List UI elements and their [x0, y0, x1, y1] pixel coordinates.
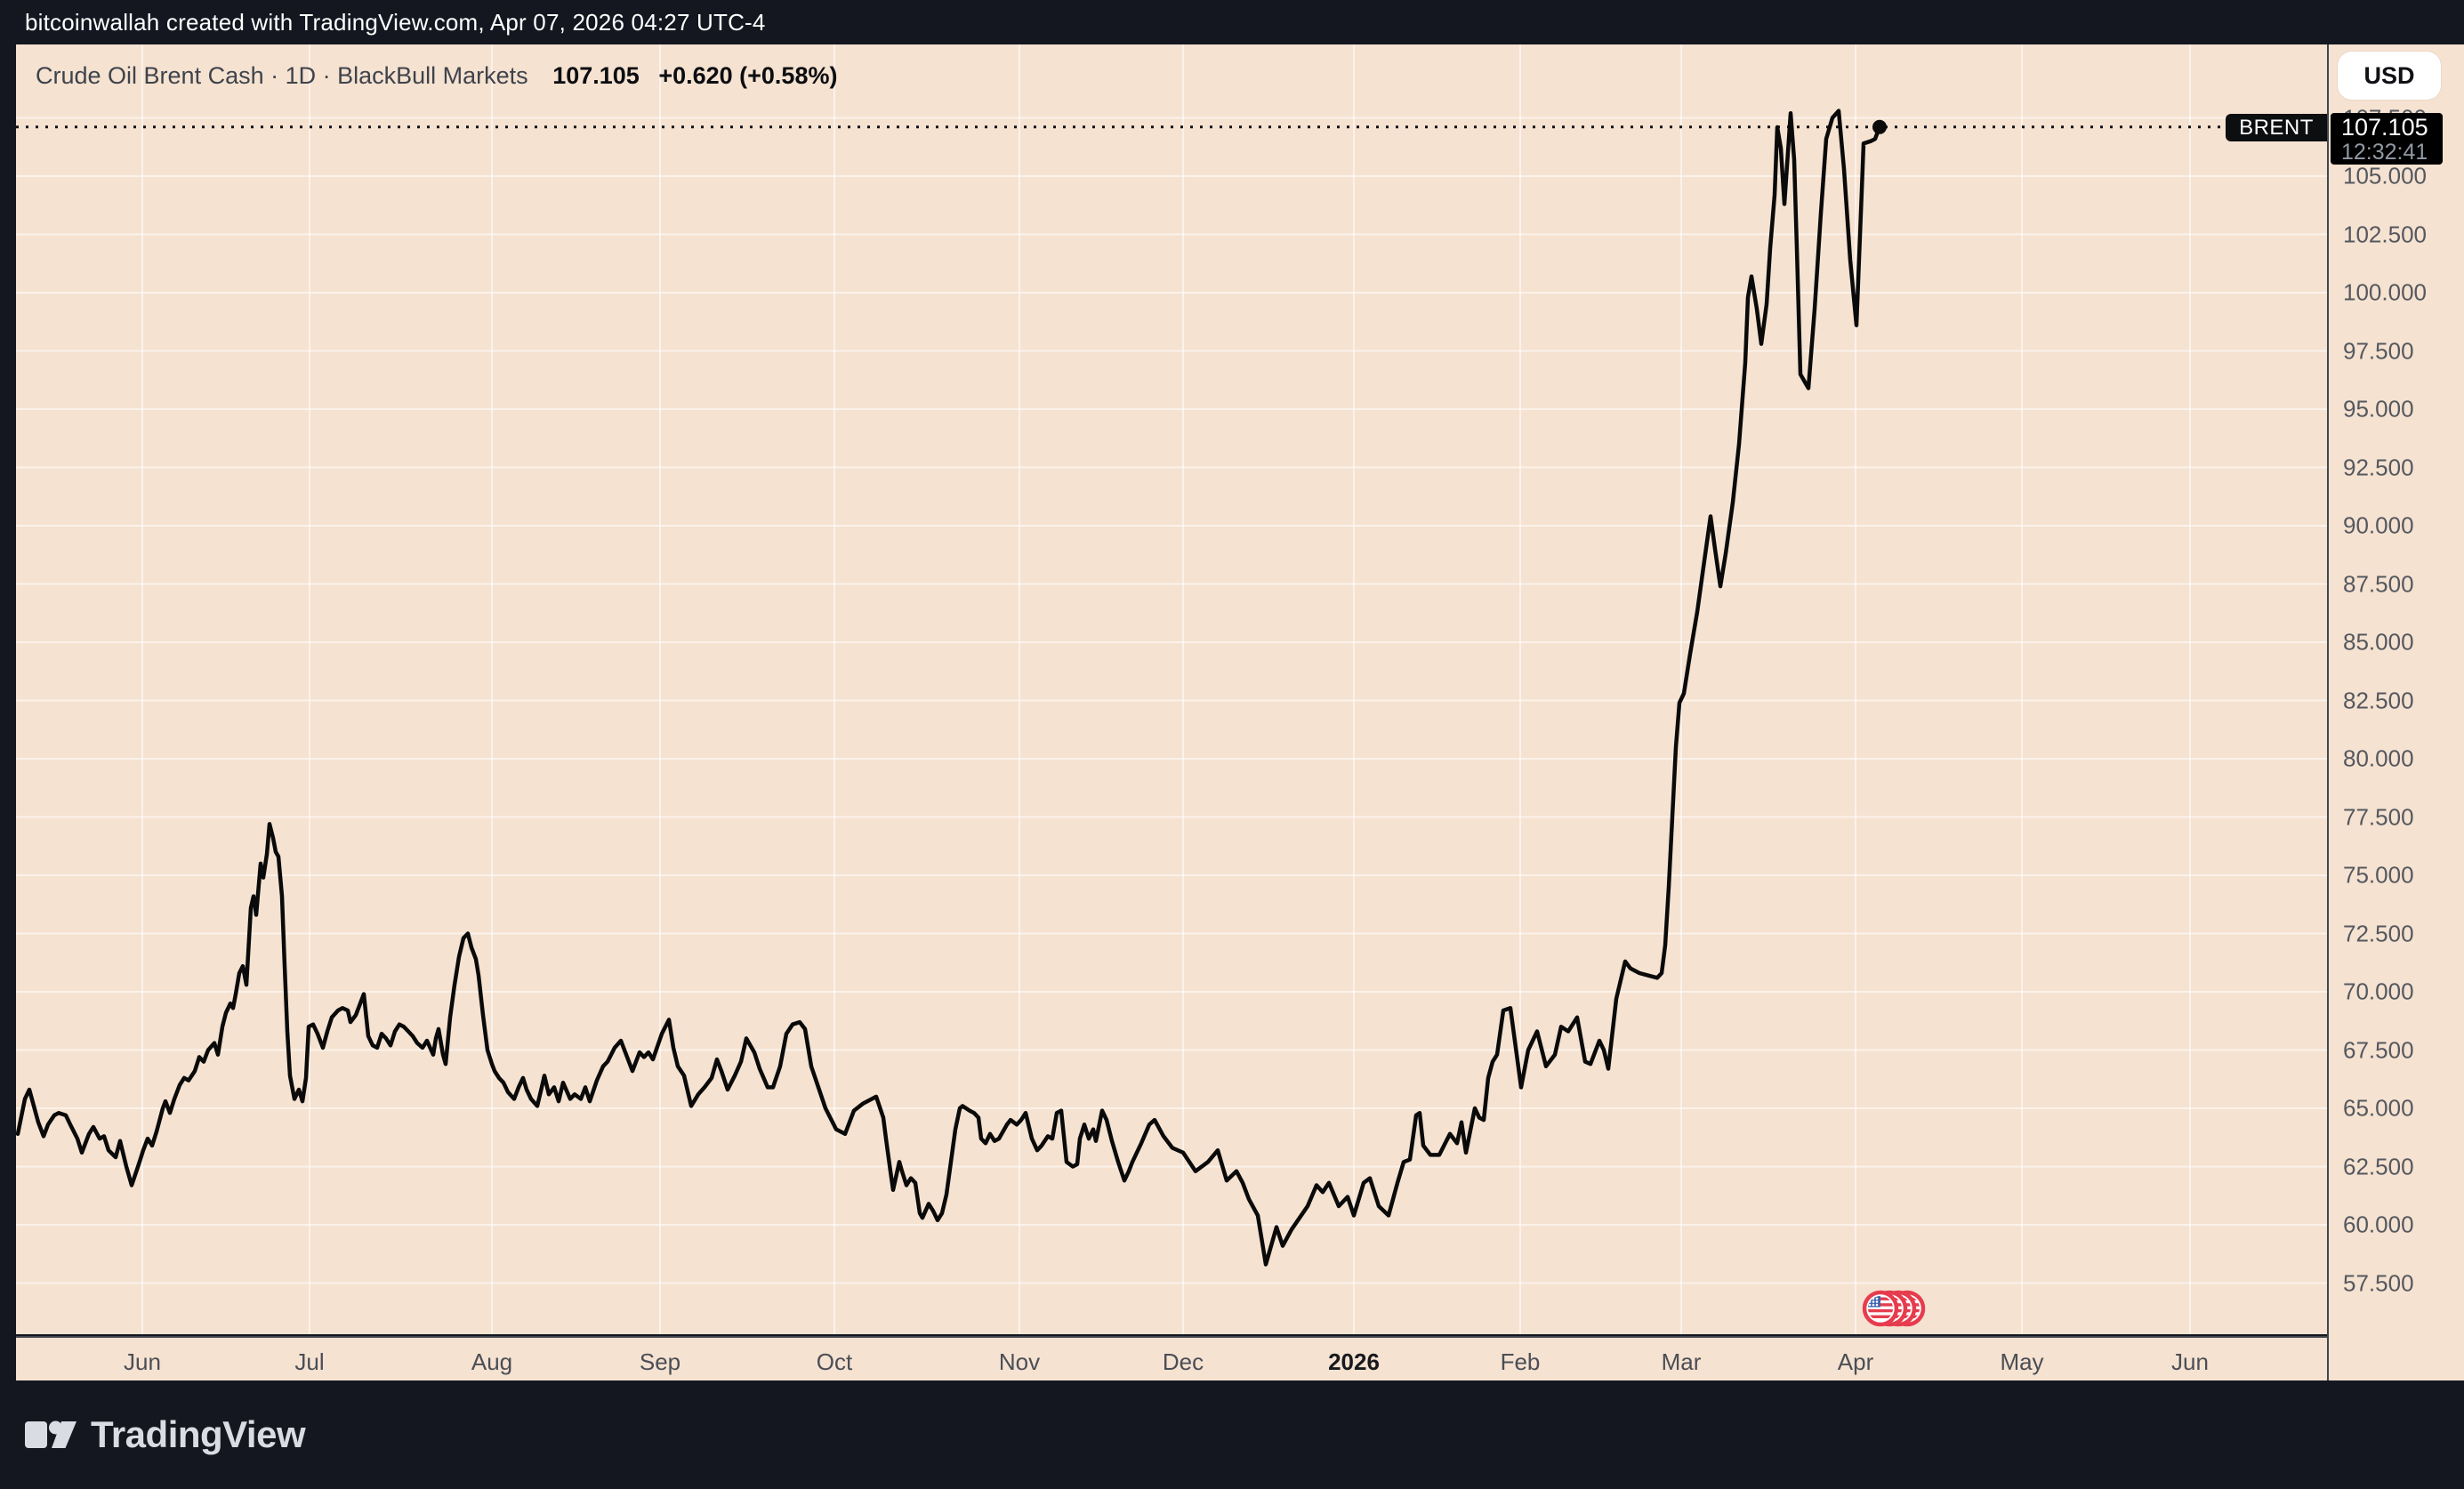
price-axis-label: 82.500 [2343, 687, 2414, 713]
last-price-time: 12:32:41 [2341, 140, 2428, 165]
attribution-text: bitcoinwallah created with TradingView.c… [25, 8, 766, 36]
time-axis-label: Mar [1661, 1348, 1702, 1375]
symbol-header: Crude Oil Brent Cash · 1D · BlackBull Ma… [36, 62, 837, 90]
price-axis-label: 75.000 [2343, 861, 2414, 889]
chart-container: Crude Oil Brent Cash · 1D · BlackBull Ma… [0, 44, 2464, 1382]
price-axis-label: 102.500 [2343, 221, 2427, 247]
attribution-bar: bitcoinwallah created with TradingView.c… [0, 0, 2464, 44]
symbol-change: +0.620 (+0.58%) [658, 62, 838, 89]
price-axis-label: 90.000 [2343, 511, 2414, 539]
price-axis-label: 77.500 [2343, 803, 2414, 830]
tradingview-logo-icon [25, 1421, 76, 1448]
price-axis-label: 80.000 [2343, 744, 2414, 772]
price-axis-label: 97.500 [2343, 337, 2414, 364]
price-axis-label: 70.000 [2343, 978, 2414, 1005]
time-axis-label: May [2000, 1348, 2044, 1375]
last-price-dot [1872, 119, 1887, 134]
series-label-badge: BRENT [2226, 114, 2327, 141]
us-flag-icon [1862, 1290, 1899, 1327]
price-axis-label: 60.000 [2343, 1211, 2414, 1238]
price-axis-label: 67.500 [2343, 1036, 2414, 1063]
time-axis-label: Jun [2171, 1348, 2209, 1375]
time-axis-label: Dec [1162, 1348, 1204, 1375]
currency-toggle-button[interactable]: USD [2338, 52, 2441, 100]
time-axis-label: Oct [816, 1348, 853, 1375]
price-axis-label: 85.000 [2343, 628, 2414, 656]
symbol-last-price: 107.105 [552, 62, 640, 89]
price-axis-label: 62.500 [2343, 1153, 2414, 1179]
time-axis-label: 2026 [1328, 1348, 1380, 1375]
chart-plot-pane[interactable]: Crude Oil Brent Cash · 1D · BlackBull Ma… [16, 44, 2327, 1334]
time-axis-label: Sep [639, 1348, 681, 1375]
tradingview-wordmark: TradingView [91, 1413, 306, 1455]
price-line-series[interactable] [16, 109, 1882, 1267]
price-axis-label: 72.500 [2343, 920, 2414, 946]
price-axis-label: 65.000 [2343, 1094, 2414, 1122]
price-axis-label: 92.500 [2343, 454, 2414, 480]
time-axis-label: Apr [1837, 1348, 1874, 1375]
footer-bar: TradingView [0, 1380, 2464, 1489]
tradingview-logo[interactable]: TradingView [25, 1380, 306, 1489]
price-axis-label: 57.500 [2343, 1269, 2414, 1296]
price-axis-label: 100.000 [2343, 278, 2427, 306]
price-axis-label: 105.000 [2343, 162, 2427, 189]
time-axis-label: Feb [1500, 1348, 1541, 1375]
time-axis-label: Jul [294, 1348, 325, 1375]
economic-event-markers[interactable] [1862, 1290, 1961, 1329]
last-price-value: 107.105 [2341, 114, 2428, 141]
symbol-title[interactable]: Crude Oil Brent Cash · 1D · BlackBull Ma… [36, 62, 528, 89]
price-line-chart[interactable] [16, 44, 2327, 1334]
time-axis-label: Nov [998, 1348, 1041, 1375]
time-axis-label: Jun [124, 1348, 161, 1375]
time-axis-label: Aug [471, 1348, 513, 1375]
time-axis[interactable]: Jun Jul Aug Sep Oct Nov Dec 2026 Feb Mar Apr May Jun [16, 1336, 2327, 1382]
price-axis[interactable]: 57.500 60.000 62.500 65.000 67.500 70.000 72.5… [2327, 44, 2464, 1380]
price-axis-label: 87.500 [2343, 570, 2414, 597]
price-axis-label: 95.000 [2343, 395, 2414, 423]
last-price-badge: 107.105 12:32:41 [2331, 113, 2443, 165]
